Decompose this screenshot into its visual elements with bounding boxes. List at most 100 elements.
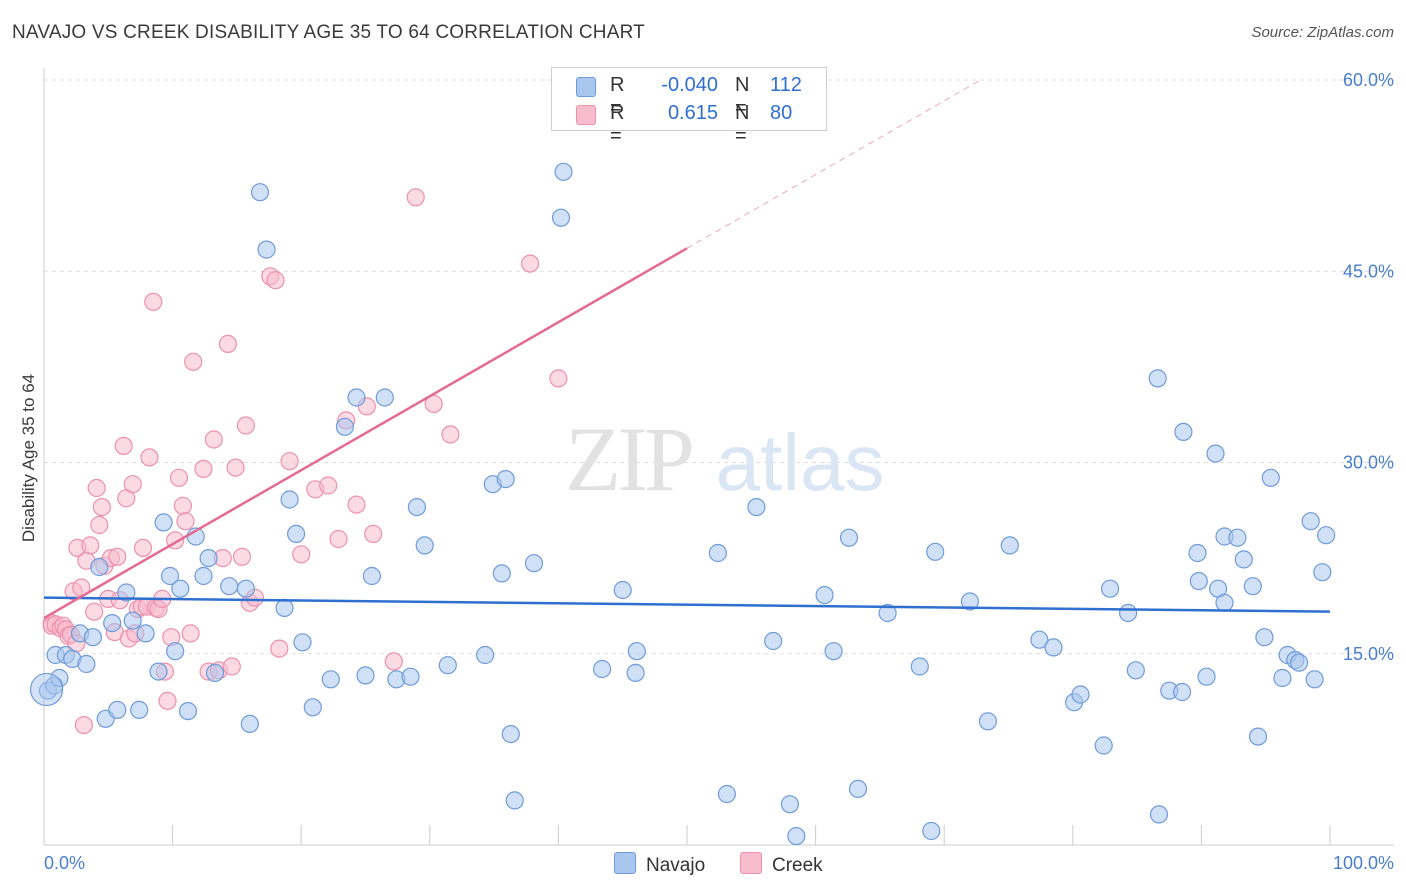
creek-point-54 <box>222 657 241 676</box>
creek-point-47 <box>184 352 203 371</box>
navajo-point-15 <box>130 700 149 720</box>
bottom-creek-swatch <box>740 852 762 874</box>
navajo-point-60 <box>626 663 645 683</box>
watermark: ZIP atlas <box>565 408 884 510</box>
creek-point-45 <box>176 512 195 531</box>
watermark-zip: ZIP <box>565 408 692 510</box>
creek-point-64 <box>292 545 311 564</box>
navajo-points <box>29 162 1336 846</box>
navajo-point-84 <box>1118 603 1138 623</box>
navajo-point-100 <box>1243 577 1262 596</box>
creek-point-48 <box>194 459 213 478</box>
navajo-point-13 <box>117 583 136 602</box>
gridlines <box>44 79 1394 655</box>
trend-lines <box>43 78 1331 620</box>
creek-point-14 <box>81 536 100 555</box>
navajo-point-16 <box>136 624 155 643</box>
creek-point-76 <box>520 254 540 273</box>
y-tick-labels: 15.0% 30.0% 45.0% 60.0% <box>1343 70 1394 664</box>
navajo-point-35 <box>293 633 312 652</box>
creek-point-17 <box>90 515 109 535</box>
creek-point-77 <box>549 369 568 388</box>
navajo-point-12 <box>108 700 127 720</box>
creek-point-53 <box>218 334 237 353</box>
creek-point-34 <box>140 448 159 467</box>
navajo-point-18 <box>154 513 173 532</box>
navajo-point-82 <box>1094 736 1113 755</box>
creek-point-57 <box>236 416 255 435</box>
creek-point-35 <box>144 292 163 311</box>
legend-navajo-r-value: -0.040 <box>661 74 718 96</box>
navajo-point-22 <box>178 701 198 721</box>
navajo-point-40 <box>356 666 375 685</box>
navajo-point-81 <box>1071 685 1090 704</box>
navajo-point-97 <box>1215 593 1234 612</box>
navajo-point-52 <box>501 724 520 744</box>
creek-point-16 <box>87 478 106 498</box>
y-tick-label-1: 30.0% <box>1343 453 1394 473</box>
navajo-point-27 <box>220 577 239 596</box>
navajo-point-55 <box>551 208 571 227</box>
navajo-point-34 <box>287 524 306 544</box>
navajo-point-71 <box>848 779 868 799</box>
navajo-point-30 <box>250 183 270 202</box>
navajo-point-39 <box>347 388 366 407</box>
navajo-point-110 <box>1313 563 1332 582</box>
legend-creek-r-label: R = <box>610 102 625 147</box>
navajo-point-56 <box>554 162 573 181</box>
creek-point-66 <box>319 476 338 495</box>
navajo-point-62 <box>717 784 737 804</box>
navajo-point-70 <box>815 585 834 605</box>
navajo-point-90 <box>1172 682 1192 702</box>
navajo-point-25 <box>199 548 218 568</box>
navajo-point-65 <box>780 795 800 814</box>
navajo-point-69 <box>839 528 859 547</box>
navajo-point-11 <box>103 613 122 633</box>
navajo-point-87 <box>1149 805 1169 824</box>
navajo-point-51 <box>492 564 511 583</box>
navajo-point-17 <box>149 662 168 681</box>
creek-point-73 <box>406 188 425 207</box>
creek-point-18 <box>92 498 112 517</box>
navajo-point-98 <box>1228 528 1247 547</box>
creek-point-62 <box>270 639 289 658</box>
y-axis-label: Disability Age 35 to 64 <box>19 374 38 542</box>
navajo-point-109 <box>1305 670 1324 689</box>
navajo-point-19 <box>160 566 180 586</box>
creek-point-69 <box>347 495 366 514</box>
navajo-point-92 <box>1189 571 1208 591</box>
navajo-point-103 <box>1261 468 1280 487</box>
navajo-point-29 <box>240 714 259 734</box>
creek-point-40 <box>158 691 177 711</box>
navajo-point-32 <box>275 598 294 618</box>
navajo-point-111 <box>1316 526 1336 545</box>
creek-point-25 <box>114 436 133 455</box>
creek-point-15 <box>85 602 104 621</box>
creek-point-12 <box>74 715 94 735</box>
navajo-point-78 <box>1030 630 1049 649</box>
navajo-point-63 <box>747 498 766 517</box>
navajo-point-108 <box>1301 512 1320 531</box>
navajo-point-104 <box>1273 668 1292 688</box>
navajo-point-28 <box>236 579 255 598</box>
navajo-point-61 <box>708 543 728 563</box>
navajo-point-74 <box>922 821 941 841</box>
y-tick-label-2: 45.0% <box>1343 261 1394 281</box>
axes <box>43 68 1394 846</box>
y-tick-label-3: 60.0% <box>1343 70 1394 90</box>
source-credit: Source: ZipAtlas.com <box>1251 24 1394 41</box>
navajo-point-9 <box>90 557 109 577</box>
creek-point-32 <box>133 538 153 558</box>
creek-point-46 <box>181 624 200 643</box>
navajo-point-50 <box>496 470 515 489</box>
navajo-point-101 <box>1248 727 1268 746</box>
navajo-point-99 <box>1234 550 1253 569</box>
navajo-point-89 <box>1174 422 1193 441</box>
legend-creek-n-value: 80 <box>770 102 793 124</box>
creek-point-63 <box>280 452 299 471</box>
creek-point-44 <box>173 496 192 515</box>
watermark-atlas: atlas <box>716 418 885 507</box>
legend: R = -0.040 N = 112 R = 0.615 N = 80 <box>551 67 827 147</box>
navajo-point-21 <box>171 579 190 598</box>
